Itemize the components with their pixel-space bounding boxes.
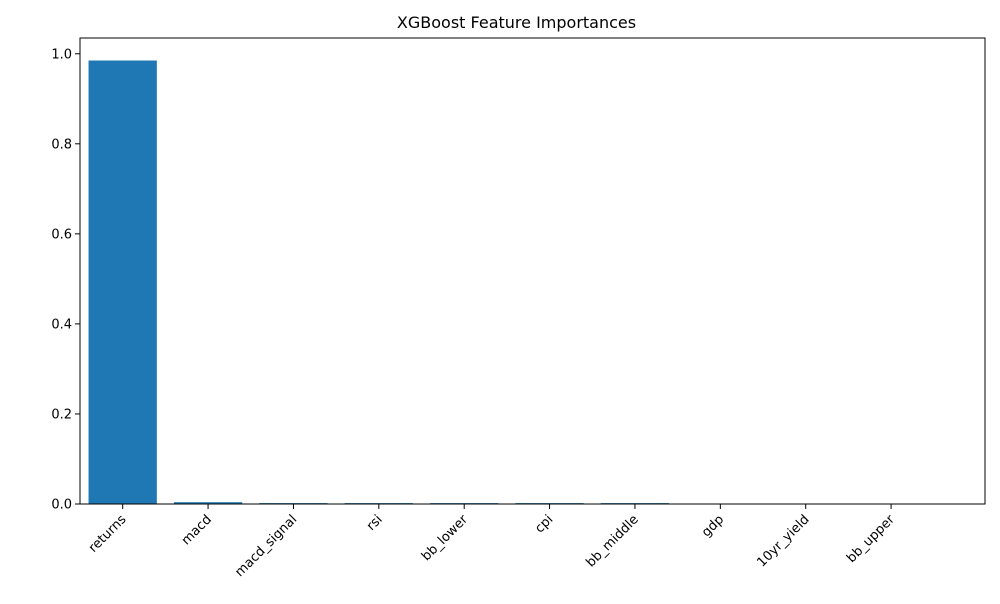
bar-returns xyxy=(88,60,157,504)
y-tick-label: 0.2 xyxy=(51,407,72,422)
y-tick-label: 0.4 xyxy=(51,317,72,332)
y-tick-label: 0.0 xyxy=(51,498,72,513)
y-tick-label: 0.8 xyxy=(51,137,72,152)
axes-frame xyxy=(79,37,986,505)
y-tick-label: 0.6 xyxy=(51,227,72,242)
chart-title: XGBoost Feature Importances xyxy=(397,13,636,32)
y-tick-label: 1.0 xyxy=(51,47,72,62)
bar-macd xyxy=(173,502,243,504)
